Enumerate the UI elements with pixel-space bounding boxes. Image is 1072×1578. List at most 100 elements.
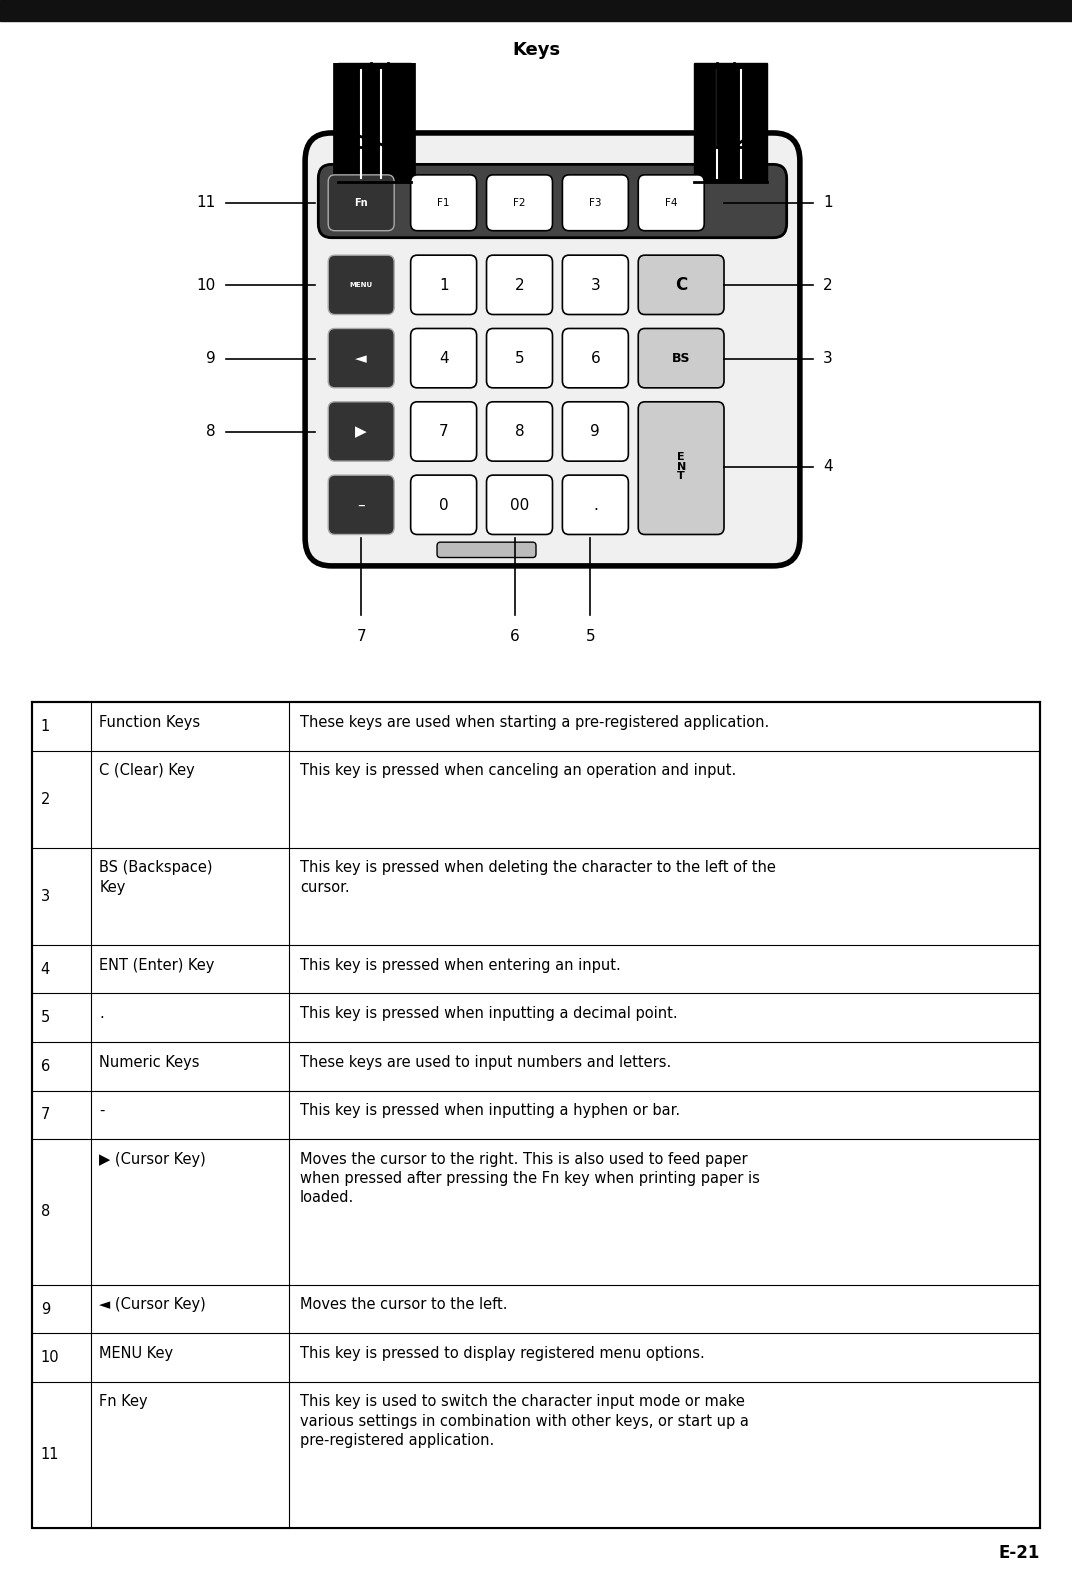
Text: 10: 10: [197, 278, 217, 292]
Text: This key is pressed when canceling an operation and input.: This key is pressed when canceling an op…: [300, 764, 736, 778]
Bar: [0, 0, 1072, 21]
Text: 2: 2: [515, 278, 524, 292]
Text: .: .: [593, 497, 598, 513]
Text: 9: 9: [41, 1302, 50, 1316]
Text: 4: 4: [823, 459, 833, 475]
Text: 6: 6: [509, 628, 520, 644]
FancyBboxPatch shape: [411, 175, 477, 230]
FancyBboxPatch shape: [411, 402, 477, 461]
FancyBboxPatch shape: [487, 328, 552, 388]
Text: 5: 5: [515, 350, 524, 366]
Text: ◄: ◄: [355, 350, 367, 366]
Text: 7: 7: [438, 424, 448, 439]
Text: Moves the cursor to the right. This is also used to feed paper
when pressed afte: Moves the cursor to the right. This is a…: [300, 1152, 760, 1206]
Text: F2: F2: [513, 197, 525, 208]
Text: This key is used to switch the character input mode or make
various settings in : This key is used to switch the character…: [300, 1395, 748, 1449]
FancyBboxPatch shape: [487, 475, 552, 535]
FancyBboxPatch shape: [563, 475, 628, 535]
Text: 7: 7: [41, 1108, 50, 1122]
Text: ▶: ▶: [355, 424, 367, 439]
FancyBboxPatch shape: [411, 328, 477, 388]
Text: This key is pressed when inputting a decimal point.: This key is pressed when inputting a dec…: [300, 1007, 678, 1021]
FancyBboxPatch shape: [487, 175, 552, 230]
FancyBboxPatch shape: [306, 133, 800, 567]
Text: 4: 4: [41, 961, 50, 977]
Text: 3: 3: [823, 350, 833, 366]
Text: 7: 7: [356, 628, 366, 644]
FancyBboxPatch shape: [411, 256, 477, 314]
Text: Fn: Fn: [355, 197, 368, 208]
Polygon shape: [695, 63, 766, 181]
FancyBboxPatch shape: [563, 328, 628, 388]
FancyBboxPatch shape: [638, 256, 724, 314]
Polygon shape: [338, 63, 411, 181]
Text: 11: 11: [197, 196, 217, 210]
Text: 8: 8: [207, 424, 217, 439]
Text: 00: 00: [510, 497, 530, 513]
FancyBboxPatch shape: [328, 256, 394, 314]
FancyBboxPatch shape: [328, 175, 394, 230]
FancyBboxPatch shape: [638, 402, 724, 535]
Text: ▶ (Cursor Key): ▶ (Cursor Key): [100, 1152, 206, 1166]
Text: –: –: [357, 497, 364, 513]
Text: 4: 4: [438, 350, 448, 366]
Text: 9: 9: [206, 350, 217, 366]
FancyBboxPatch shape: [638, 175, 704, 230]
Text: -: -: [100, 1103, 105, 1119]
Text: Moves the cursor to the left.: Moves the cursor to the left.: [300, 1297, 507, 1313]
Text: This key is pressed when entering an input.: This key is pressed when entering an inp…: [300, 958, 621, 972]
Text: MENU Key: MENU Key: [100, 1346, 174, 1360]
Text: F3: F3: [590, 197, 601, 208]
Text: This key is pressed when deleting the character to the left of the
cursor.: This key is pressed when deleting the ch…: [300, 860, 776, 895]
Text: ◄ (Cursor Key): ◄ (Cursor Key): [100, 1297, 206, 1313]
Text: Function Keys: Function Keys: [100, 715, 200, 731]
Text: C: C: [675, 276, 687, 294]
Bar: [32, 702, 1040, 1528]
Text: F4: F4: [665, 197, 678, 208]
Text: 3: 3: [591, 278, 600, 292]
FancyBboxPatch shape: [328, 475, 394, 535]
FancyBboxPatch shape: [487, 402, 552, 461]
Text: 1: 1: [41, 720, 50, 734]
FancyBboxPatch shape: [328, 402, 394, 461]
Text: 5: 5: [41, 1010, 50, 1026]
Text: 10: 10: [41, 1351, 59, 1365]
Text: 5: 5: [585, 628, 595, 644]
FancyBboxPatch shape: [563, 402, 628, 461]
Text: 0: 0: [438, 497, 448, 513]
Text: Keys: Keys: [512, 41, 560, 58]
Text: 8: 8: [41, 1204, 50, 1220]
Text: 2: 2: [823, 278, 833, 292]
Text: Fn Key: Fn Key: [100, 1395, 148, 1409]
Text: BS (Backspace)
Key: BS (Backspace) Key: [100, 860, 212, 895]
FancyBboxPatch shape: [318, 164, 787, 238]
FancyBboxPatch shape: [487, 256, 552, 314]
Text: 8: 8: [515, 424, 524, 439]
Text: .: .: [100, 1007, 104, 1021]
FancyBboxPatch shape: [328, 328, 394, 388]
Text: 1: 1: [823, 196, 833, 210]
FancyBboxPatch shape: [563, 175, 628, 230]
Text: E-21: E-21: [998, 1545, 1040, 1562]
Text: MENU: MENU: [349, 282, 373, 289]
Text: F1: F1: [437, 197, 450, 208]
Text: C (Clear) Key: C (Clear) Key: [100, 764, 195, 778]
Text: 6: 6: [41, 1059, 50, 1073]
FancyBboxPatch shape: [638, 328, 724, 388]
Text: 11: 11: [41, 1447, 59, 1463]
FancyBboxPatch shape: [563, 256, 628, 314]
Text: 6: 6: [591, 350, 600, 366]
Text: E
N
T: E N T: [676, 453, 686, 481]
Text: These keys are used when starting a pre-registered application.: These keys are used when starting a pre-…: [300, 715, 769, 731]
FancyBboxPatch shape: [437, 543, 536, 557]
Text: ENT (Enter) Key: ENT (Enter) Key: [100, 958, 214, 972]
Text: 1: 1: [438, 278, 448, 292]
Text: Numeric Keys: Numeric Keys: [100, 1054, 199, 1070]
Text: This key is pressed to display registered menu options.: This key is pressed to display registere…: [300, 1346, 704, 1360]
Text: This key is pressed when inputting a hyphen or bar.: This key is pressed when inputting a hyp…: [300, 1103, 680, 1119]
Text: 3: 3: [41, 888, 50, 904]
Text: These keys are used to input numbers and letters.: These keys are used to input numbers and…: [300, 1054, 671, 1070]
Text: 9: 9: [591, 424, 600, 439]
FancyBboxPatch shape: [411, 475, 477, 535]
Text: BS: BS: [672, 352, 690, 365]
